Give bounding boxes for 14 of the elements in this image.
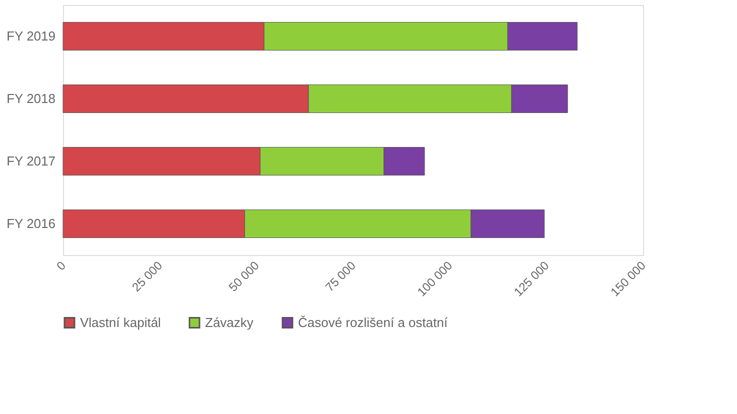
y-tick-label: FY 2019 <box>6 28 56 44</box>
x-tick-label: 50 000 <box>226 258 262 294</box>
x-tick-label: 150 000 <box>608 258 649 300</box>
legend-label: Časové rozlišení a ostatní <box>298 314 448 330</box>
y-tick-label: FY 2017 <box>6 153 56 168</box>
x-tick-label: 125 000 <box>511 258 552 300</box>
y-tick-label: FY 2018 <box>6 90 56 106</box>
x-tick-label: 0 <box>54 258 69 274</box>
x-tick-label: 25 000 <box>129 258 166 294</box>
legend-label: Vlastní kapitál <box>80 314 162 330</box>
x-tick-label: 75 000 <box>322 258 359 294</box>
y-tick-label: FY 2016 <box>6 216 56 231</box>
legend-label: Závazky <box>205 314 254 330</box>
x-tick-label: 100 000 <box>414 258 456 300</box>
